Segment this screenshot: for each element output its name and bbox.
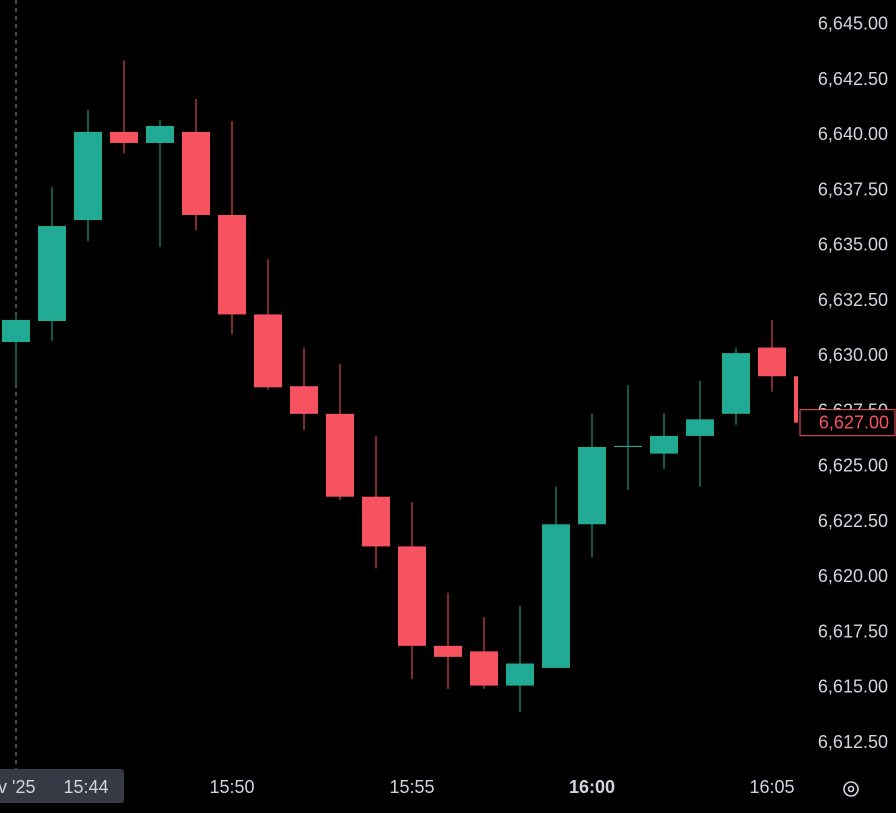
candle-body (578, 446, 606, 525)
y-tick-label: 6,635.00 (818, 235, 888, 255)
x-tick-label: 16:00 (569, 777, 615, 797)
crosshair-label-box (0, 769, 124, 803)
y-tick-label: 6,620.00 (818, 566, 888, 586)
candle-body (686, 419, 714, 436)
y-tick-label: 6,640.00 (818, 124, 888, 144)
settings-icon[interactable] (843, 781, 859, 797)
candle-body (434, 645, 462, 657)
last-price-box (799, 409, 896, 437)
y-tick-label: 6,622.50 (818, 511, 888, 531)
gear-ring (843, 781, 859, 797)
candle-body (218, 214, 246, 315)
candle-body (470, 651, 498, 686)
candle-body (794, 376, 798, 423)
candle-body (506, 663, 534, 686)
axes: 6,612.50 6,615.00 6,617.50 6,620.00 6,622.50… (0, 14, 896, 803)
candle-body (38, 226, 66, 322)
plot-area (2, 0, 798, 770)
y-tick-label: 6,637.50 (818, 179, 888, 199)
y-tick-label: 6,632.50 (818, 290, 888, 310)
y-tick-label: 6,630.00 (818, 345, 888, 365)
crosshair-date: v '25 (0, 777, 35, 797)
candle-body (650, 435, 678, 454)
candle-body (722, 353, 750, 414)
crosshair-time: 15:44 (63, 777, 108, 797)
y-tick-label: 6,642.50 (818, 69, 888, 89)
candle-body (362, 496, 390, 547)
candle-body (2, 319, 30, 343)
candle-body (110, 131, 138, 143)
x-tick-label: 16:05 (749, 777, 794, 797)
y-tick-label: 6,612.50 (818, 732, 888, 752)
candle-body (614, 445, 642, 447)
y-tick-label: 6,615.00 (818, 677, 888, 697)
y-tick-label: 6,617.50 (818, 621, 888, 641)
candle-body (758, 347, 786, 377)
x-tick-label: 15:50 (209, 777, 254, 797)
candle-body (74, 131, 102, 221)
candle-body (290, 386, 318, 414)
gear-center (847, 785, 855, 793)
x-tick-label: 15:55 (389, 777, 434, 797)
candle-body (182, 131, 210, 215)
y-tick-label: 6,645.00 (818, 14, 888, 34)
candle-body (326, 413, 354, 497)
candle-body (254, 314, 282, 388)
candle-body (398, 546, 426, 646)
last-price-label: 6,627.00 (819, 412, 889, 432)
candle-body (542, 524, 570, 668)
y-tick-label: 6,625.00 (818, 456, 888, 476)
candle-body (146, 125, 174, 143)
